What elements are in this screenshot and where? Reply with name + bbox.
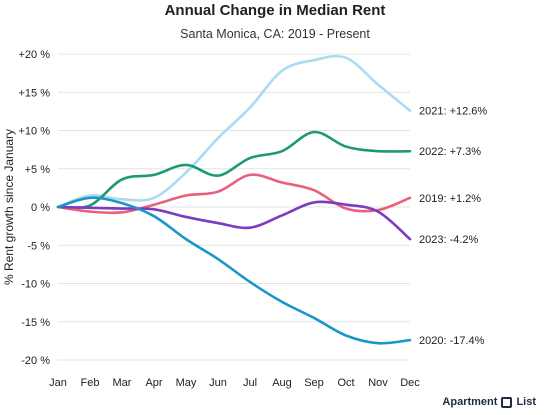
series-line-2019 (56, 173, 412, 215)
chart-title: Annual Change in Median Rent (164, 2, 386, 19)
y-tick-label: -20 % (21, 355, 50, 367)
x-tick-labels: Jan Feb Mar Apr May Jun Jul Aug Sep Oct Nov Dec (49, 377, 420, 389)
x-tick-label: Mar (113, 377, 132, 389)
x-tick-label: Sep (304, 377, 324, 389)
series-label-2020: 2020: -17.4% (419, 335, 485, 347)
y-tick-label: +20 % (19, 49, 51, 61)
series-line-2022 (56, 130, 412, 210)
y-tick-label: +10 % (19, 126, 51, 138)
series-line-2020 (56, 196, 412, 345)
x-tick-label: Jun (209, 377, 227, 389)
series-lines (56, 54, 412, 345)
series-label-2022: 2022: +7.3% (419, 146, 481, 158)
series-end-labels: 2021: +12.6% 2022: +7.3% 2019: +1.2% 2023: … (419, 106, 487, 347)
x-tick-label: Dec (400, 377, 420, 389)
y-axis-label: % Rent growth since January (2, 129, 16, 285)
x-tick-label: Jul (243, 377, 257, 389)
x-tick-label: Oct (337, 377, 354, 389)
chart-subtitle: Santa Monica, CA: 2019 - Present (180, 27, 370, 41)
logo-mark-icon (501, 396, 513, 408)
series-label-2023: 2023: -4.2% (419, 234, 479, 246)
series-label-2021: 2021: +12.6% (419, 106, 487, 118)
grid-lines (58, 53, 410, 361)
x-tick-label: Aug (272, 377, 292, 389)
brand-logo-left: Apartment (442, 396, 498, 408)
x-tick-label: Jan (49, 377, 67, 389)
x-tick-label: May (176, 377, 197, 389)
y-tick-label: +15 % (19, 87, 51, 99)
x-tick-label: Nov (368, 377, 388, 389)
y-tick-labels: +20 % +15 % +10 % +5 % 0 % -5 % -10 % -15 % -20 … (19, 49, 51, 367)
y-tick-label: 0 % (31, 202, 50, 214)
series-line-2023 (56, 200, 412, 241)
y-tick-label: -10 % (21, 279, 50, 291)
x-tick-label: Feb (81, 377, 100, 389)
series-line-2021 (56, 54, 412, 209)
y-tick-label: -5 % (27, 240, 50, 252)
y-tick-label: +5 % (25, 164, 51, 176)
x-tick-label: Apr (145, 377, 162, 389)
series-label-2019: 2019: +1.2% (419, 193, 481, 205)
y-tick-label: -15 % (21, 317, 50, 329)
brand-logo-right: List (516, 396, 536, 408)
brand-logo: Apartment List (442, 396, 536, 408)
